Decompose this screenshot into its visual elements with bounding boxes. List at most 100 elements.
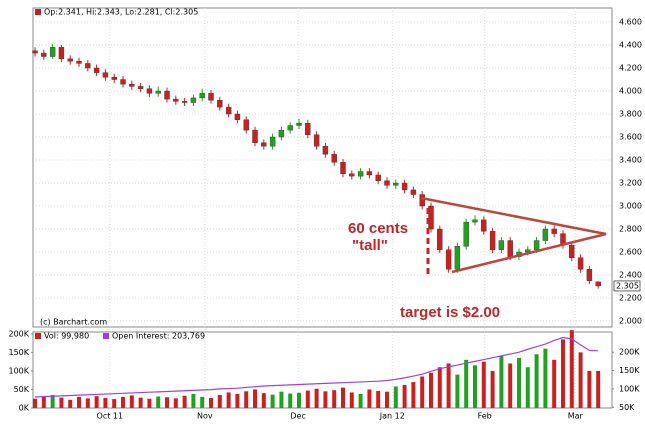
candle-body [243,119,249,131]
volume-bar [455,374,460,408]
volume-bar [358,393,363,408]
candle-body [173,98,179,102]
volume-bar [59,397,64,408]
volume-bar [191,393,196,408]
candle-body [120,79,126,85]
volume-bar [552,359,557,408]
volume-bar [200,396,205,408]
volume-bar [596,370,601,408]
volume-frame [32,331,613,409]
y-tick-label: 3.000 [619,202,642,211]
x-tick-label: Mar [568,412,584,421]
volume-bar [341,387,346,408]
candle-body [481,219,487,232]
legend-entry: Open Interest: 203,769 [112,332,205,341]
candle-body [164,90,170,100]
volume-bar [226,392,231,408]
y-tick-label: 100K [8,366,29,375]
candle-body [498,240,505,250]
volume-bar [543,348,548,408]
candle-body [225,106,232,115]
volume-bar [156,396,161,408]
y-tick-label: 2.000 [619,317,642,326]
candle-body [472,219,478,223]
candle-body [278,129,285,138]
volume-bar [490,370,495,408]
candle-body [569,244,575,258]
volume-bar [253,389,258,408]
candle-body [357,171,364,177]
candle-body [322,146,329,155]
volume-bar [323,391,328,408]
candle-body [296,123,302,126]
volume-bar [50,395,55,408]
y2-tick-label: 200K [619,348,640,357]
volume-bar [235,393,240,408]
volume-bar [481,361,486,408]
legend-text: Op:2.341, Hi:2.343, Lo:2.281, Cl:2.305 [44,8,198,17]
volume-bar [464,359,469,408]
volume-bar [411,382,416,408]
volume-bar [376,390,381,408]
credit: (c) Barchart.com [40,318,107,327]
volume-bar [393,386,398,408]
volume-bar [261,393,266,408]
candle-body [454,246,461,270]
y-tick-label: 4.200 [619,64,642,73]
candle-body [533,240,540,250]
triangle-pattern [420,196,607,274]
volume-bar [578,352,583,408]
candle-body [507,240,513,257]
volume-bar [279,391,284,408]
legend-entry: Vol: 99,980 [44,332,89,341]
candle-body [340,162,346,175]
volume-bar [314,388,319,408]
candle-body [586,269,593,281]
y-tick-label: 200K [8,329,29,338]
candle-body [76,60,82,64]
last-price-label: 2.305 [616,281,639,290]
y-tick-label: 2.400 [619,271,642,280]
volume-bar [121,396,126,408]
candle-body [551,228,557,234]
volume-bar [209,397,214,408]
volume-bar [288,393,293,408]
volume-bar [41,396,46,408]
volume-bar [103,397,108,408]
candle-body [595,281,601,287]
candle-body [155,90,161,94]
y-tick-label: 3.800 [619,110,642,119]
volume-bar [217,395,222,408]
volume-bar [85,398,90,408]
volume-bar [587,370,592,408]
candle-body [93,67,100,73]
candle-body [146,88,153,94]
candle-body [137,86,144,89]
annotation: "tall" [352,237,388,254]
volume-bar [525,367,530,408]
candle-body [67,58,73,62]
y-tick-label: 3.600 [619,133,642,142]
volume-bar [569,330,574,408]
candle-body [366,171,373,176]
candle-body [269,136,276,147]
candle-body [181,101,188,103]
volume-bar [33,398,38,408]
y-tick-label: 3.200 [619,179,642,188]
volume-bar [508,363,513,408]
volume-bar [138,397,143,408]
volume-bar [560,339,565,408]
candle-body [199,93,205,99]
volume-bar [428,372,433,408]
candle-body [331,154,337,163]
x-tick-label: Nov [197,412,213,421]
volume-bar [420,376,425,408]
candle-body [217,100,223,108]
open-interest-line [34,336,599,398]
volume-bar [349,392,354,408]
volume-bar [402,385,407,408]
y-tick-label: 2.800 [619,225,642,234]
volume-bar [147,398,152,408]
